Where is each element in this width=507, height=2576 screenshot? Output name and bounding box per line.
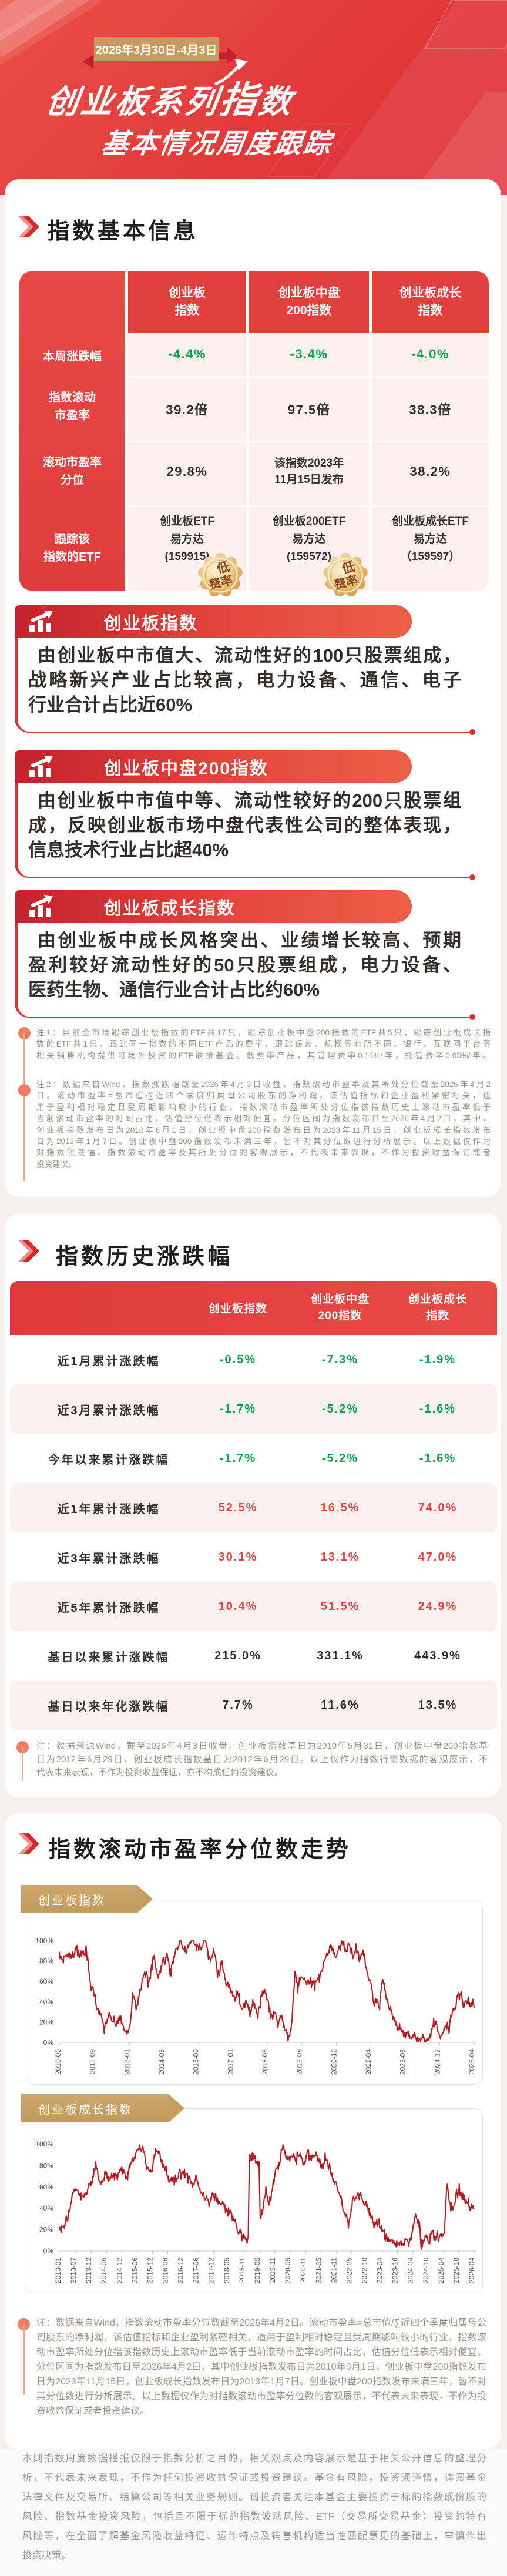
svg-text:2022-10: 2022-10 bbox=[361, 2258, 369, 2283]
svg-text:2024-04: 2024-04 bbox=[407, 2258, 415, 2283]
svg-text:2017-12: 2017-12 bbox=[207, 2258, 216, 2283]
svg-text:100%: 100% bbox=[35, 2140, 53, 2148]
svg-text:2015-06: 2015-06 bbox=[130, 2258, 139, 2283]
svg-text:0%: 0% bbox=[43, 2038, 54, 2047]
svg-text:60%: 60% bbox=[39, 1977, 53, 1985]
svg-text:2020-05: 2020-05 bbox=[284, 2258, 292, 2283]
svg-text:2025-04: 2025-04 bbox=[437, 2258, 445, 2283]
svg-text:2018-05: 2018-05 bbox=[223, 2258, 231, 2283]
svg-text:2018-11: 2018-11 bbox=[238, 2258, 246, 2283]
svg-text:0%: 0% bbox=[43, 2247, 54, 2255]
svg-text:2026-04: 2026-04 bbox=[468, 2258, 476, 2283]
svg-text:2020-12: 2020-12 bbox=[330, 2049, 338, 2075]
svg-text:2020-11: 2020-11 bbox=[299, 2258, 307, 2283]
svg-text:2019-11: 2019-11 bbox=[268, 2258, 277, 2283]
svg-text:2023-08: 2023-08 bbox=[399, 2049, 407, 2075]
svg-text:2014-12: 2014-12 bbox=[115, 2258, 123, 2283]
svg-text:2013-12: 2013-12 bbox=[85, 2258, 93, 2283]
svg-text:2013-01: 2013-01 bbox=[54, 2258, 62, 2283]
svg-text:2022-05: 2022-05 bbox=[345, 2258, 353, 2283]
svg-text:2024-12: 2024-12 bbox=[433, 2049, 441, 2075]
svg-text:20%: 20% bbox=[39, 2018, 53, 2026]
svg-text:80%: 80% bbox=[39, 2161, 53, 2169]
svg-text:2016-12: 2016-12 bbox=[177, 2258, 185, 2283]
svg-text:2013-01: 2013-01 bbox=[123, 2049, 131, 2075]
svg-text:2015-12: 2015-12 bbox=[146, 2258, 154, 2283]
svg-text:80%: 80% bbox=[39, 1957, 53, 1965]
svg-text:20%: 20% bbox=[39, 2226, 53, 2234]
svg-text:2014-06: 2014-06 bbox=[100, 2258, 108, 2283]
svg-text:2010-06: 2010-06 bbox=[54, 2049, 62, 2075]
svg-text:2015-09: 2015-09 bbox=[192, 2049, 200, 2075]
svg-text:2018-05: 2018-05 bbox=[261, 2049, 269, 2075]
svg-text:2016-06: 2016-06 bbox=[162, 2258, 170, 2283]
svg-text:100%: 100% bbox=[35, 1937, 53, 1945]
svg-text:2026-04: 2026-04 bbox=[468, 2049, 476, 2075]
svg-text:2017-06: 2017-06 bbox=[192, 2258, 200, 2283]
svg-text:2024-10: 2024-10 bbox=[422, 2258, 430, 2283]
svg-text:2013-07: 2013-07 bbox=[69, 2258, 78, 2283]
svg-text:2019-05: 2019-05 bbox=[253, 2258, 261, 2283]
svg-text:2017-01: 2017-01 bbox=[226, 2049, 234, 2075]
svg-text:2023-04: 2023-04 bbox=[376, 2258, 384, 2283]
svg-text:2021-05: 2021-05 bbox=[314, 2258, 323, 2283]
svg-text:40%: 40% bbox=[39, 2204, 53, 2212]
svg-text:40%: 40% bbox=[39, 1998, 53, 2006]
svg-text:60%: 60% bbox=[39, 2183, 53, 2191]
svg-text:2011-09: 2011-09 bbox=[89, 2049, 97, 2074]
svg-text:2021-11: 2021-11 bbox=[330, 2258, 338, 2283]
svg-text:2014-05: 2014-05 bbox=[157, 2049, 166, 2075]
svg-text:2022-04: 2022-04 bbox=[364, 2049, 372, 2075]
svg-text:2025-10: 2025-10 bbox=[452, 2258, 461, 2283]
svg-text:2019-08: 2019-08 bbox=[296, 2049, 304, 2075]
svg-text:2023-10: 2023-10 bbox=[391, 2258, 399, 2283]
